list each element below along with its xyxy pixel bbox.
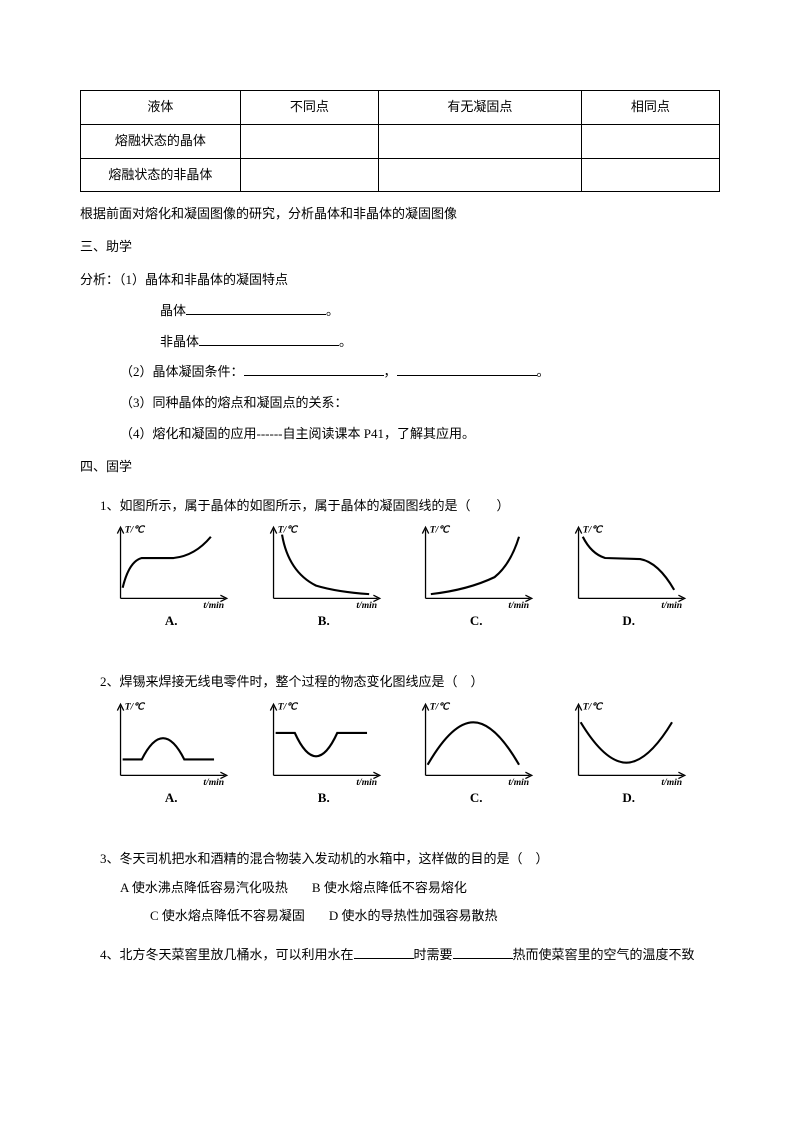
chart-option-b: T/℃ t/min B. [253, 701, 396, 809]
option-b: B 使水熔点降低不容易熔化 [312, 878, 467, 899]
comparison-table: 液体 不同点 有无凝固点 相同点 熔融状态的晶体 熔融状态的非晶体 [80, 90, 720, 192]
svg-text:T/℃: T/℃ [278, 701, 298, 712]
svg-text:T/℃: T/℃ [430, 701, 450, 712]
chart-option-b: T/℃ t/min B. [253, 524, 396, 632]
section-3-title: 三、助学 [80, 237, 720, 258]
table-row: 熔融状态的非晶体 [81, 158, 720, 192]
svg-text:T/℃: T/℃ [278, 525, 298, 536]
chart-option-d: T/℃ t/min D. [558, 701, 701, 809]
q3-answers-row1: A 使水沸点降低容易汽化吸热 B 使水熔点降低不容易熔化 [120, 878, 680, 899]
svg-text:t/min: t/min [509, 600, 530, 609]
analysis-heading: 分析：（1）晶体和非晶体的凝固特点 [80, 270, 720, 291]
charts-set-2: T/℃ t/min A. T/℃ t/min B. T/℃ t/min C. [100, 701, 700, 809]
svg-text:T/℃: T/℃ [430, 525, 450, 536]
charts-set-1: T/℃ t/min A. T/℃ t/min B. T/℃ t/min C. [100, 524, 700, 632]
section-4-title: 四、固学 [80, 457, 720, 478]
svg-text:t/min: t/min [356, 777, 377, 786]
question-1: 1、如图所示，属于晶体的如图所示，属于晶体的凝固图线的是（ ） [100, 496, 720, 517]
q3-answers-row2: C 使水熔点降低不容易凝固 D 使水的导热性加强容易散热 [150, 906, 680, 927]
svg-text:t/min: t/min [204, 600, 225, 609]
svg-text:t/min: t/min [661, 600, 682, 609]
noncrystal-line: 非晶体。 [160, 332, 720, 353]
item-4: （4）熔化和凝固的应用------自主阅读课本 P41，了解其应用。 [120, 424, 720, 445]
crystal-line: 晶体。 [160, 301, 720, 322]
chart-svg: T/℃ t/min [564, 701, 694, 786]
question-4: 4、北方冬天菜窖里放几桶水，可以利用水在时需要热而使菜窖里的空气的温度不致 [100, 945, 720, 966]
chart-option-c: T/℃ t/min C. [405, 701, 548, 809]
option-c: C 使水熔点降低不容易凝固 [150, 906, 305, 927]
intro-text: 根据前面对熔化和凝固图像的研究，分析晶体和非晶体的凝固图像 [80, 204, 720, 225]
chart-svg: T/℃ t/min [259, 701, 389, 786]
chart-svg: T/℃ t/min [259, 524, 389, 609]
blank-input[interactable] [354, 945, 414, 959]
chart-svg: T/℃ t/min [411, 701, 541, 786]
svg-text:t/min: t/min [509, 777, 530, 786]
item-2: （2）晶体凝固条件：，。 [120, 362, 720, 383]
option-d: D 使水的导热性加强容易散热 [329, 906, 498, 927]
svg-text:T/℃: T/℃ [125, 525, 145, 536]
chart-option-a: T/℃ t/min A. [100, 701, 243, 809]
svg-text:t/min: t/min [204, 777, 225, 786]
svg-text:t/min: t/min [661, 777, 682, 786]
table-row: 熔融状态的晶体 [81, 124, 720, 158]
chart-svg: T/℃ t/min [106, 701, 236, 786]
option-a: A 使水沸点降低容易汽化吸热 [120, 878, 288, 899]
question-3: 3、冬天司机把水和酒精的混合物装入发动机的水箱中，这样做的目的是（ ） [100, 849, 720, 870]
svg-text:T/℃: T/℃ [583, 525, 603, 536]
chart-svg: T/℃ t/min [106, 524, 236, 609]
chart-option-c: T/℃ t/min C. [405, 524, 548, 632]
item-3: （3）同种晶体的熔点和凝固点的关系： [120, 393, 720, 414]
chart-svg: T/℃ t/min [411, 524, 541, 609]
chart-option-d: T/℃ t/min D. [558, 524, 701, 632]
blank-input[interactable] [244, 362, 384, 376]
chart-svg: T/℃ t/min [564, 524, 694, 609]
chart-option-a: T/℃ t/min A. [100, 524, 243, 632]
blank-input[interactable] [397, 362, 537, 376]
table-header: 液体 [81, 91, 241, 125]
table-header: 相同点 [581, 91, 719, 125]
blank-input[interactable] [199, 332, 339, 346]
blank-input[interactable] [186, 301, 326, 315]
question-2: 2、焊锡来焊接无线电零件时，整个过程的物态变化图线应是（ ） [100, 672, 720, 693]
svg-text:t/min: t/min [356, 600, 377, 609]
svg-text:T/℃: T/℃ [125, 701, 145, 712]
svg-text:T/℃: T/℃ [583, 701, 603, 712]
blank-input[interactable] [453, 945, 513, 959]
table-header: 有无凝固点 [379, 91, 582, 125]
table-header: 不同点 [240, 91, 378, 125]
